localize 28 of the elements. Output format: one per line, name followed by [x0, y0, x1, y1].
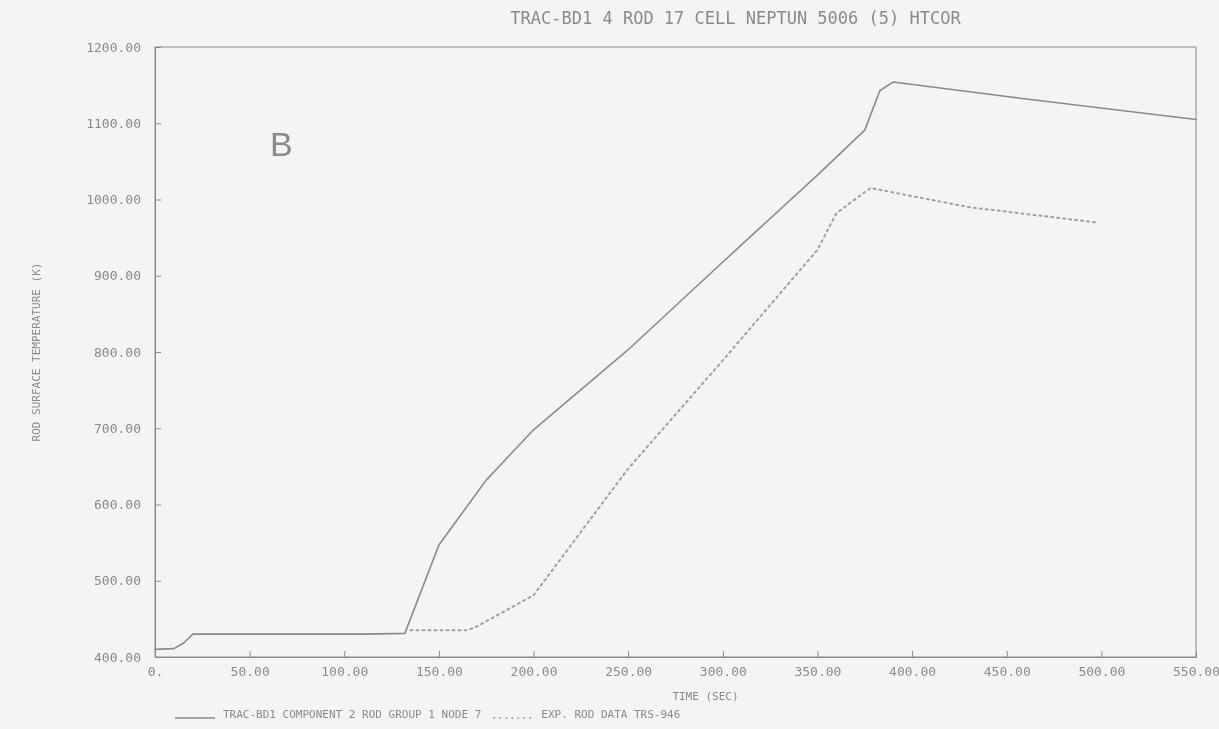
x-tick-label: 400.00	[889, 664, 937, 680]
x-tick-label: 550.00	[1173, 664, 1219, 680]
x-tick-label: 200.00	[510, 664, 558, 680]
x-tick-label: 0.	[147, 664, 164, 680]
y-tick-label: 400.00	[94, 649, 141, 665]
x-tick-label: 250.00	[605, 664, 653, 680]
annotation: B	[270, 125, 293, 163]
y-tick-label: 800.00	[94, 344, 141, 360]
y-tick-label: 900.00	[94, 268, 141, 284]
x-tick-label: 300.00	[699, 664, 747, 680]
x-tick-label: 350.00	[794, 664, 842, 680]
y-axis-title: ROD SURFACE TEMPERATURE (K)	[30, 262, 43, 442]
x-tick-label: 150.00	[415, 664, 463, 680]
x-axis-title: TIME (SEC)	[672, 690, 739, 703]
y-tick-label: 1100.00	[86, 115, 141, 131]
y-tick-label: 1000.00	[86, 192, 141, 208]
y-tick-label: 600.00	[94, 497, 141, 513]
y-tick-label: 500.00	[94, 573, 141, 589]
x-tick-label: 500.00	[1078, 664, 1126, 680]
legend-label: TRAC-BD1 COMPONENT 2 ROD GROUP 1 NODE 7	[223, 708, 482, 721]
x-tick-label: 100.00	[321, 664, 369, 680]
x-tick-label: 450.00	[983, 664, 1031, 680]
chart-title: TRAC-BD1 4 ROD 17 CELL NEPTUN 5006 (5) HTCOR	[510, 8, 962, 28]
x-tick-label: 50.00	[230, 664, 270, 680]
legend-label: EXP. ROD DATA TRS-946	[541, 708, 681, 721]
y-tick-label: 1200.00	[86, 39, 141, 55]
y-tick-label: 700.00	[94, 420, 141, 436]
line-series	[409, 187, 1097, 632]
